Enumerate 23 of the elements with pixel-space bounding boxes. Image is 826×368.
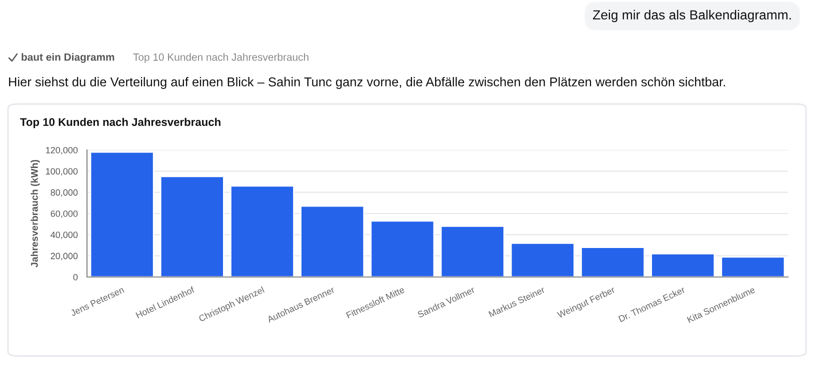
y-axis-title: Jahresverbrauch (kWh) bbox=[30, 160, 40, 268]
y-tick-label: 80,000 bbox=[50, 189, 78, 197]
bar bbox=[90, 151, 154, 277]
bar bbox=[580, 246, 645, 277]
y-tick-label: 100,000 bbox=[46, 168, 78, 176]
text: baut ein Diagramm bbox=[22, 53, 114, 63]
bar bbox=[510, 242, 575, 277]
chart-title: Top 10 Kunden nach Jahresverbrauch bbox=[20, 118, 220, 128]
text: Hier siehst du die Verteilung auf einen Blick – Sahin Tunc ganz vorne, die Abfälle zwischen den Plätzen werden schön sichtbar. bbox=[9, 77, 725, 89]
y-tick-label: 0 bbox=[73, 274, 78, 280]
y-tick-label: 60,000 bbox=[50, 210, 78, 218]
bar bbox=[440, 226, 505, 277]
bar bbox=[650, 253, 716, 277]
bar bbox=[300, 205, 365, 277]
bar bbox=[160, 176, 224, 277]
bar bbox=[230, 185, 294, 277]
y-tick-label: 40,000 bbox=[50, 232, 78, 240]
text: Zeig mir das als Balkendiagramm. bbox=[592, 10, 791, 22]
bar bbox=[370, 220, 435, 277]
bar bbox=[720, 256, 786, 277]
text: Top 10 Kunden nach Jahresverbrauch bbox=[133, 53, 308, 63]
y-tick-label: 20,000 bbox=[50, 252, 78, 260]
y-tick-label: 120,000 bbox=[46, 146, 78, 154]
